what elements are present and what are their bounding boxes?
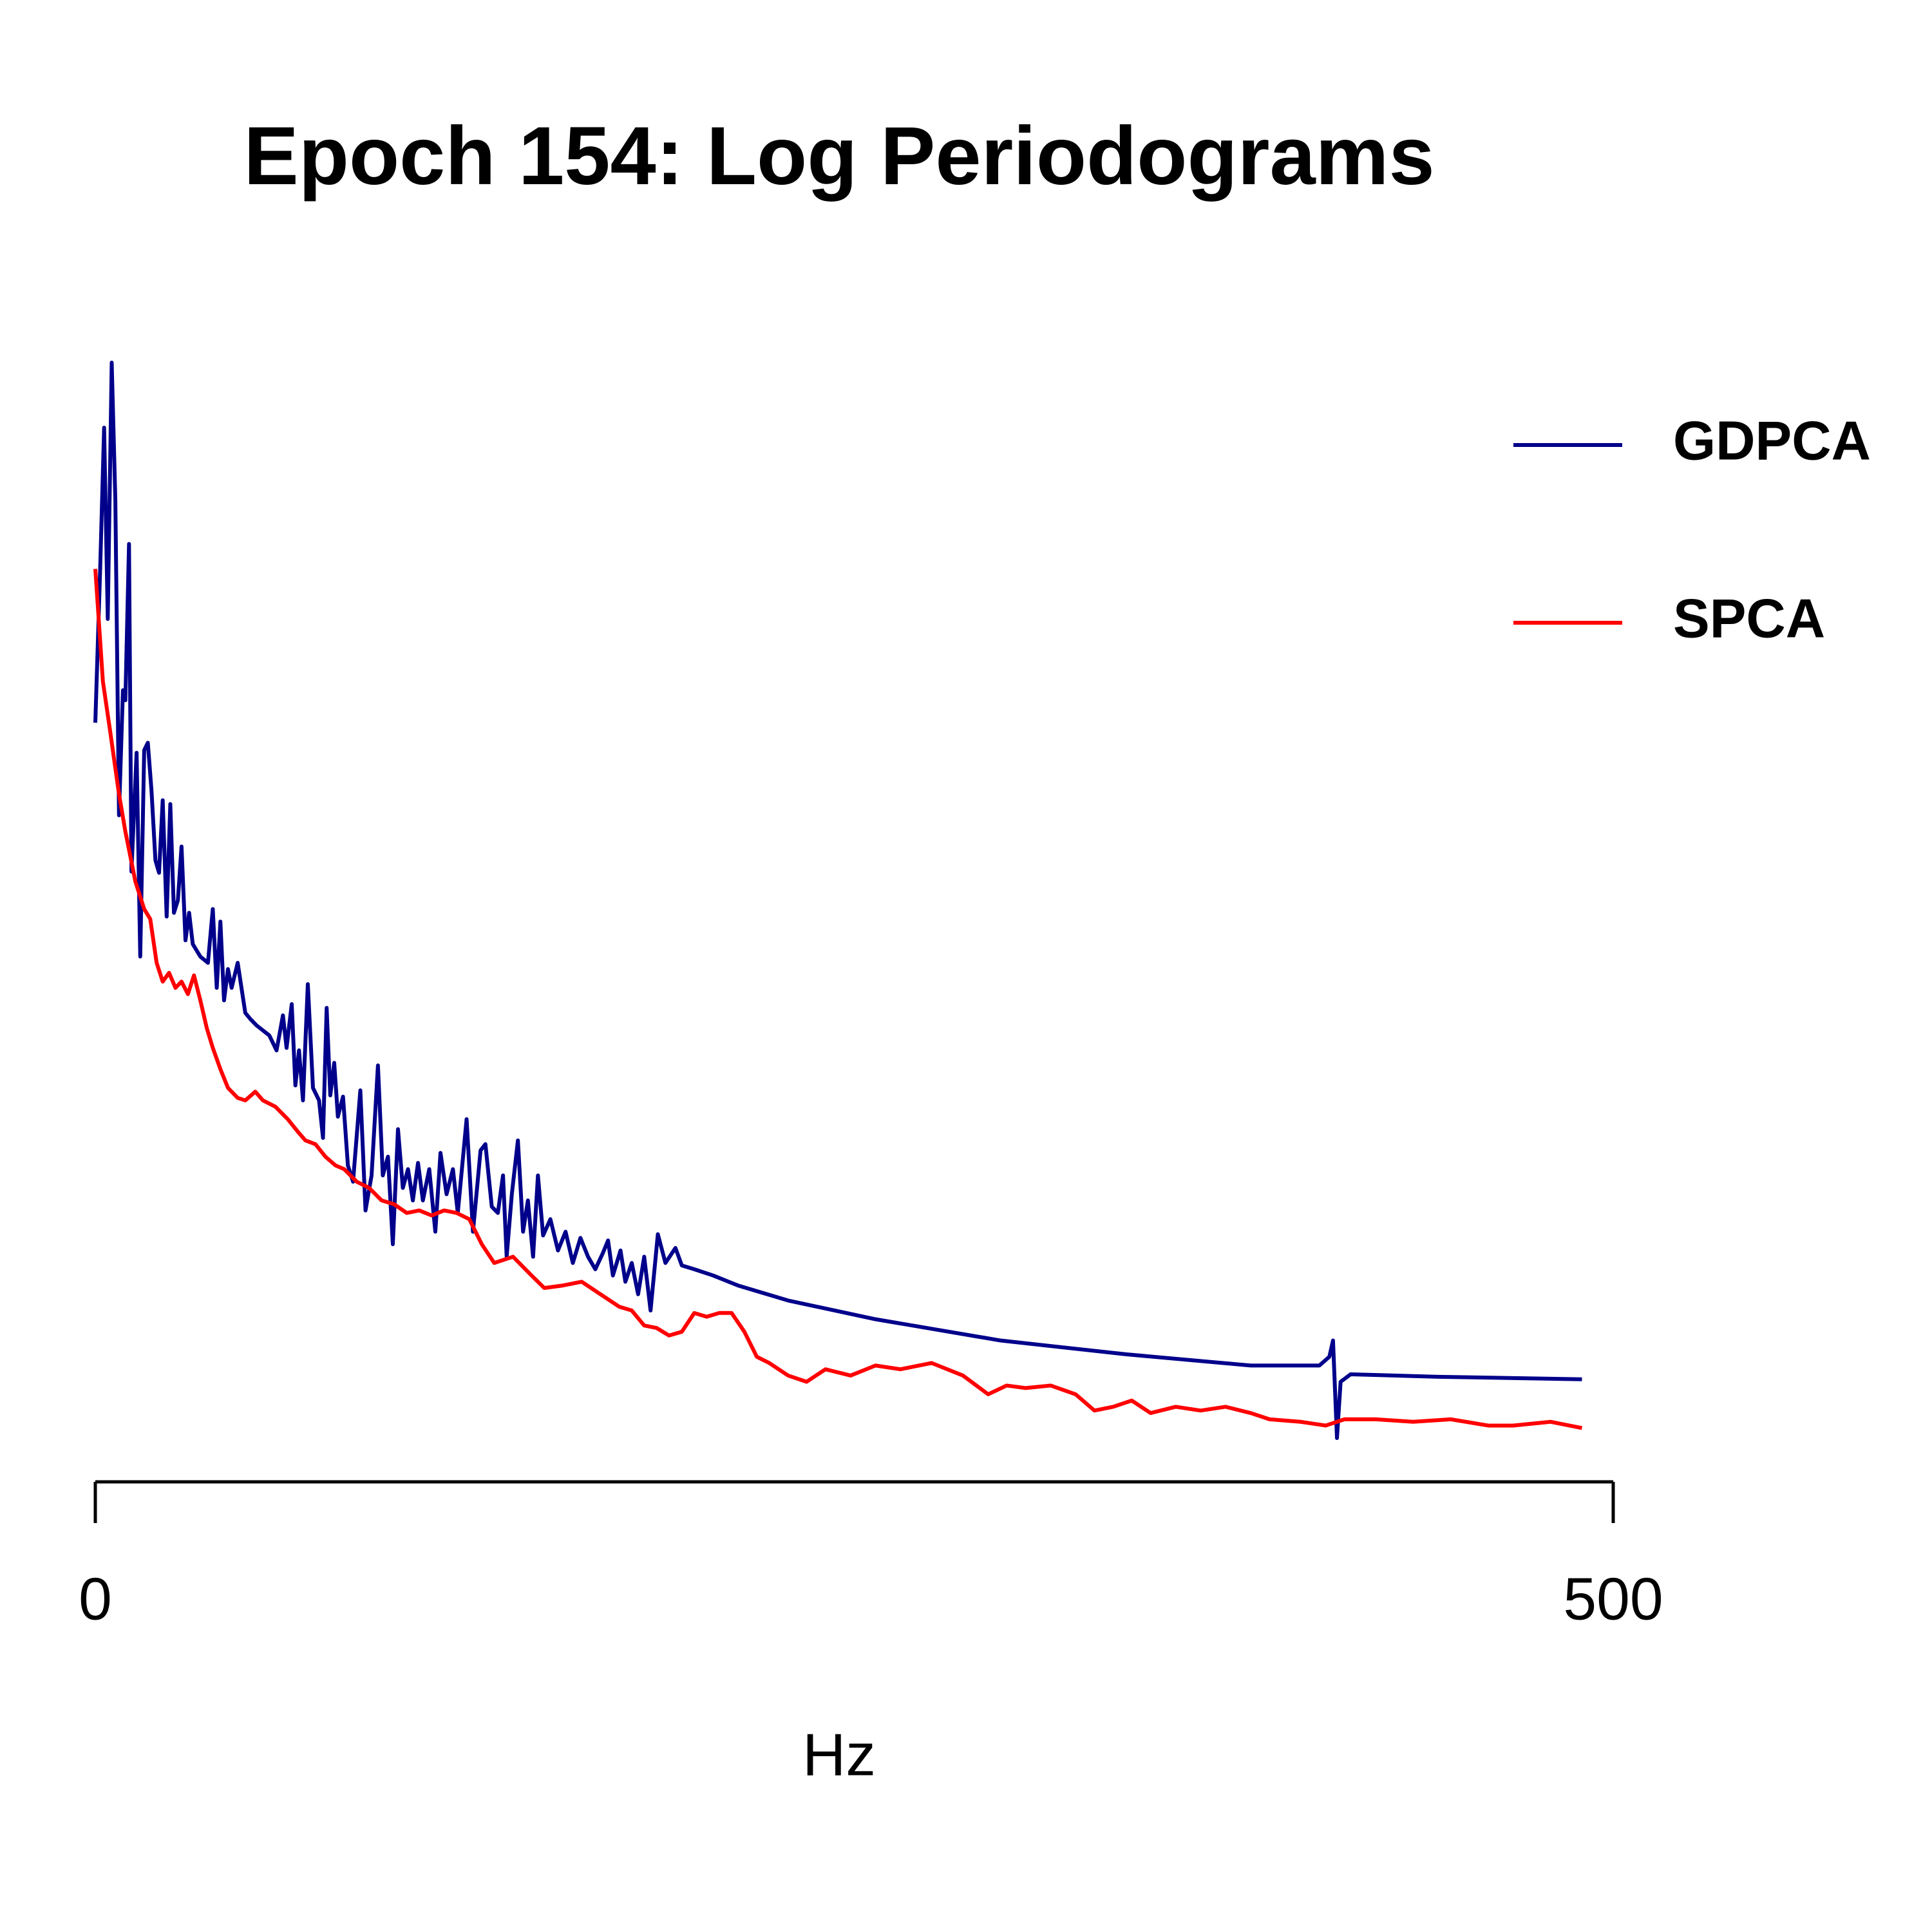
x-tick-label: 0 <box>79 1566 112 1633</box>
legend-label: SPCA <box>1673 588 1825 649</box>
data-line <box>93 361 1582 1440</box>
chart-title: Epoch 154: Log Periodograms <box>243 110 1434 202</box>
legend-label: GDPCA <box>1673 410 1871 471</box>
x-tick-label: 500 <box>1563 1566 1663 1633</box>
data-line <box>93 569 1583 1430</box>
x-axis-label: Hz <box>802 1721 876 1788</box>
